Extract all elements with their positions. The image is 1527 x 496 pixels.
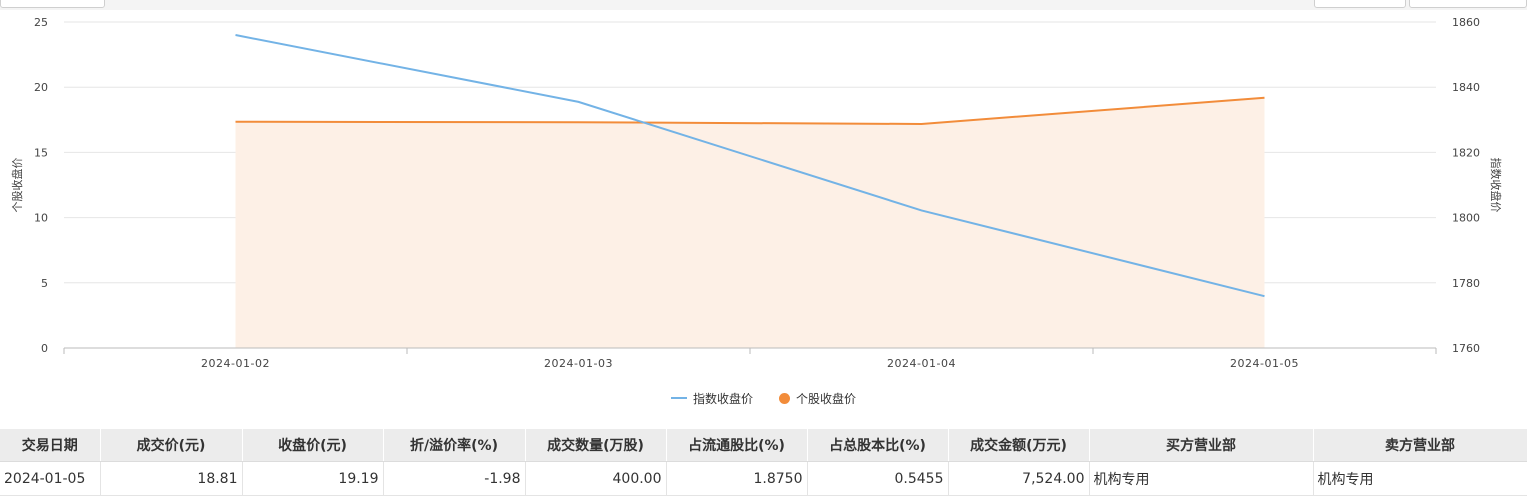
legend-dot-icon — [779, 392, 790, 404]
right-tick-label: 1760 — [1452, 342, 1480, 355]
left-tick-label: 20 — [34, 81, 48, 94]
left-tick-label: 15 — [34, 146, 48, 159]
right-tick-label: 1820 — [1452, 146, 1480, 159]
cell-buyer: 机构专用 — [1089, 461, 1314, 496]
x-tick-label: 2024-01-05 — [1230, 357, 1299, 370]
left-tick-label: 10 — [34, 212, 48, 225]
toolbar-button-right-1[interactable] — [1314, 0, 1406, 8]
cell-volume: 400.00 — [525, 461, 667, 496]
right-tick-label: 1780 — [1452, 277, 1480, 290]
left-tick-label: 25 — [34, 16, 48, 29]
header-trade-date[interactable]: 交易日期 — [0, 429, 101, 462]
header-close-price[interactable]: 收盘价(元) — [242, 429, 384, 462]
right-axis-title: 指数收盘价 — [1489, 158, 1503, 213]
block-trade-table: 交易日期 成交价(元) 收盘价(元) 折/溢价率(%) 成交数量(万股) 占流通… — [0, 429, 1527, 496]
header-amount[interactable]: 成交金额(万元) — [948, 429, 1090, 462]
cell-trade-date: 2024-01-05 — [0, 461, 101, 496]
cell-premium-rate: -1.98 — [383, 461, 526, 496]
header-premium-rate[interactable]: 折/溢价率(%) — [383, 429, 526, 462]
stock-price-line — [235, 96, 1265, 125]
toolbar-button-left[interactable] — [0, 0, 105, 8]
legend-line-icon — [670, 397, 687, 399]
header-float-ratio[interactable]: 占流通股比(%) — [666, 429, 808, 462]
header-buyer[interactable]: 买方营业部 — [1089, 429, 1314, 462]
right-tick-label: 1840 — [1452, 81, 1480, 94]
cell-deal-price: 18.81 — [100, 461, 243, 496]
cell-close-price: 19.19 — [242, 461, 384, 496]
header-seller[interactable]: 卖方营业部 — [1313, 429, 1527, 462]
left-tick-label: 5 — [41, 277, 48, 290]
cell-total-ratio: 0.5455 — [807, 461, 949, 496]
chart-legend: 指数收盘价 个股收盘价 — [0, 388, 1527, 408]
left-tick-label: 0 — [41, 342, 48, 355]
legend-label-index: 指数收盘价 — [692, 391, 753, 406]
table-header-row: 交易日期 成交价(元) 收盘价(元) 折/溢价率(%) 成交数量(万股) 占流通… — [0, 429, 1527, 462]
legend-item-index[interactable]: 指数收盘价 — [670, 390, 753, 407]
top-toolbar-strip — [0, 0, 1527, 10]
header-volume[interactable]: 成交数量(万股) — [525, 429, 667, 462]
header-total-ratio[interactable]: 占总股本比(%) — [807, 429, 949, 462]
table-row: 2024-01-05 18.81 19.19 -1.98 400.00 1.87… — [0, 461, 1527, 496]
cell-amount: 7,524.00 — [948, 461, 1090, 496]
x-tick-label: 2024-01-03 — [544, 357, 613, 370]
index-price-line — [235, 34, 1265, 298]
cell-float-ratio: 1.8750 — [666, 461, 808, 496]
price-chart: 0 5 10 15 20 25 1760 1780 1800 1820 1840 1860 个股收盘价 指… — [10, 16, 1503, 370]
x-tick-label: 2024-01-04 — [887, 357, 956, 370]
x-tick-label: 2024-01-02 — [201, 357, 270, 370]
legend-item-stock[interactable]: 个股收盘价 — [779, 390, 856, 407]
header-deal-price[interactable]: 成交价(元) — [100, 429, 243, 462]
legend-label-stock: 个股收盘价 — [796, 391, 857, 406]
right-tick-label: 1860 — [1452, 16, 1480, 29]
cell-seller: 机构专用 — [1313, 461, 1527, 496]
right-tick-label: 1800 — [1452, 212, 1480, 225]
left-axis-title: 个股收盘价 — [10, 158, 24, 213]
stock-area-fill — [235, 97, 1265, 349]
